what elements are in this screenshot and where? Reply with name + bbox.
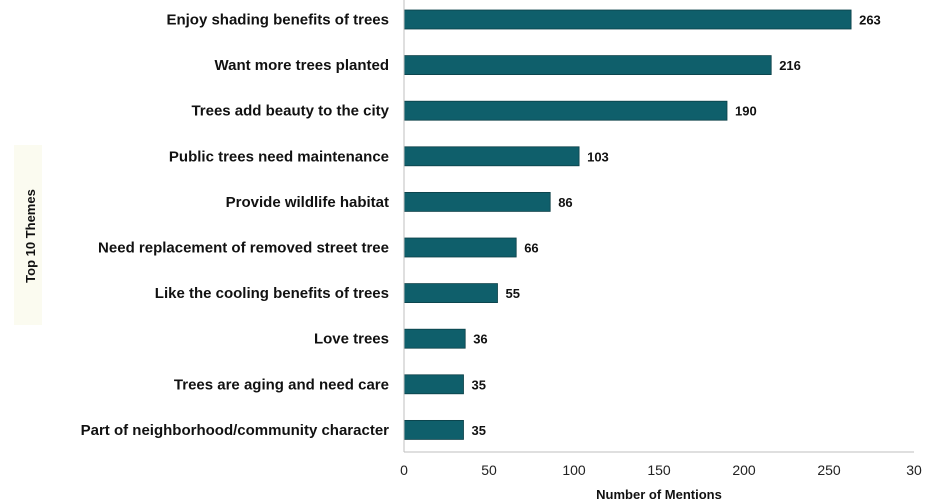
bar [403,9,852,30]
category-label: Need replacement of removed street tree [98,240,389,257]
bar [403,328,466,349]
y-axis-title: Top 10 Themes [23,189,38,283]
category-label: Want more trees planted [215,57,389,74]
category-label: Love trees [314,331,389,348]
data-label: 216 [779,58,801,73]
category-labels-layer: Enjoy shading benefits of trees Want more… [81,12,390,439]
bar [403,374,464,395]
category-label: Part of neighborhood/community character [81,422,390,439]
x-tick-label: 0 [400,462,408,478]
x-tick-label: 50 [481,462,497,478]
x-tick-label: 100 [562,462,586,478]
category-label: Enjoy shading benefits of trees [166,12,389,29]
data-label: 103 [587,149,609,164]
x-tick-label: 250 [817,462,841,478]
bar [403,146,580,167]
data-label: 86 [558,195,572,210]
x-tick-label: 30 [906,462,922,478]
bar [403,100,728,121]
data-label: 35 [472,423,486,438]
category-label: Provide wildlife habitat [226,194,389,211]
axes-layer [403,0,914,453]
data-label: 190 [735,104,757,119]
bar [403,419,464,440]
bar [403,283,498,304]
ylabel-backdrop [14,145,42,325]
data-label: 36 [473,332,487,347]
x-axis-title: Number of Mentions [596,487,722,502]
x-tick-label: 150 [647,462,671,478]
bar [403,191,551,212]
bars-layer [403,9,852,440]
value-labels-layer: 263 216 190 103 86 66 55 36 35 35 [472,13,881,438]
data-label: 66 [524,241,538,256]
category-label: Trees are aging and need care [174,376,389,393]
category-label: Trees add beauty to the city [191,103,389,120]
bar [403,237,517,258]
category-label: Public trees need maintenance [169,148,389,165]
data-label: 35 [472,377,486,392]
data-label: 263 [859,13,881,28]
tick-labels-layer: 0 50 100 150 200 250 30 [400,462,922,478]
bar [403,55,772,75]
category-label: Like the cooling benefits of trees [155,285,389,302]
x-tick-label: 200 [732,462,756,478]
data-label: 55 [506,286,520,301]
